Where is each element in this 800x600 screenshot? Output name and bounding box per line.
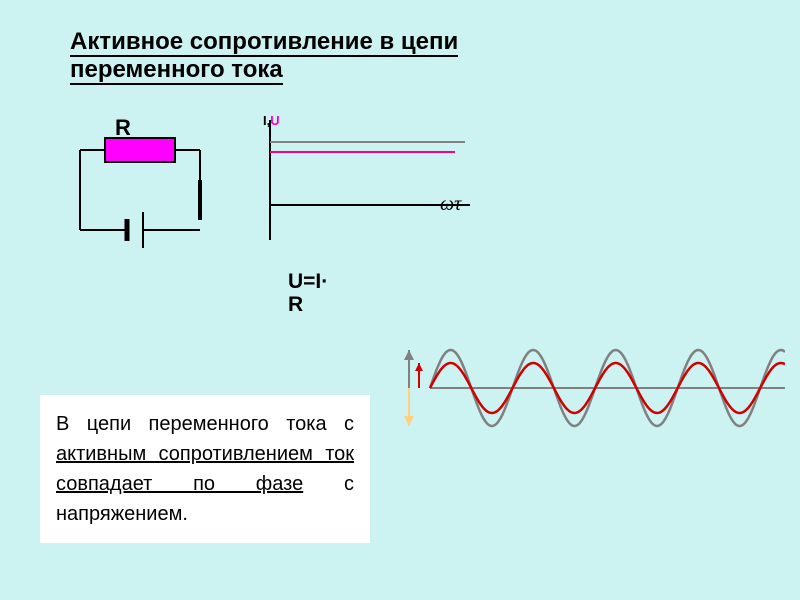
- title-line1: Активное сопротивление в цепи: [70, 28, 458, 57]
- formula: U=I· R: [288, 270, 328, 316]
- formula-l1: U=I·: [288, 270, 328, 293]
- top-axis-diagram: [260, 120, 480, 250]
- formula-l2: R: [288, 293, 303, 316]
- desc-t1: В цепи переменного тока с: [56, 413, 354, 435]
- sine-wave-diagram: [385, 323, 785, 483]
- circuit-diagram: [60, 120, 240, 260]
- description-box: В цепи переменного тока с активным сопро…: [40, 395, 370, 543]
- title-line2: переменного тока: [70, 56, 283, 85]
- omega-label: ωτ: [440, 193, 461, 216]
